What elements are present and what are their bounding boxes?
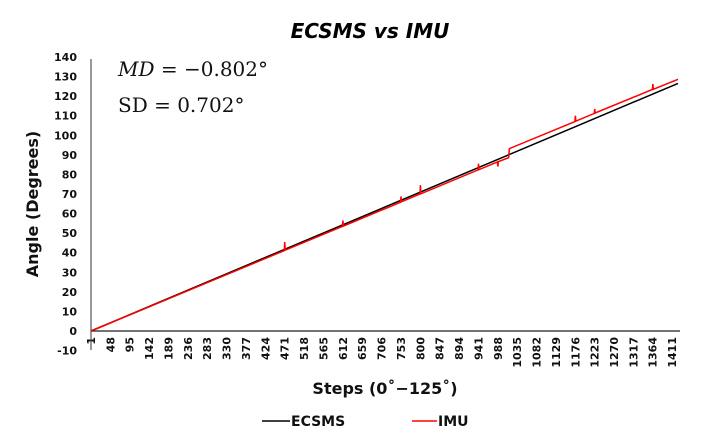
y-tick-label: -10 [57,345,77,358]
series-imu-line [90,78,679,332]
x-tick-label: 283 [201,337,214,360]
x-tick-label: 377 [240,337,253,360]
x-tick-label: 847 [434,337,447,360]
x-tick-label: 1082 [531,337,544,368]
y-tick-label: 0 [69,325,77,338]
x-tick-label: 518 [298,337,311,360]
x-tick-label: 706 [376,337,389,360]
legend-ecsms-label: ECSMS [291,414,345,430]
x-tick-label: 1176 [569,337,582,368]
x-tick-label: 753 [395,337,408,360]
x-tick-label: 142 [143,337,156,360]
y-tick-label: 20 [62,286,78,299]
x-tick-label: 1364 [647,337,660,368]
legend: ECSMS IMU [262,414,469,430]
x-tick-label: 1270 [608,337,621,368]
md-annotation: MD = −0.802° [117,57,268,81]
y-tick-label: 140 [54,51,77,64]
y-tick-label: 120 [54,90,77,103]
y-tick-label: 100 [54,129,77,142]
x-tick-label: 48 [104,337,117,352]
x-tick-label: 941 [472,337,485,360]
y-tick-label: 130 [54,71,77,84]
x-tick-label: 894 [453,337,466,360]
x-tick-label: 612 [337,337,350,360]
x-tick-label: 1129 [550,337,563,368]
y-tick-label: 110 [54,110,77,123]
y-tick-label: 30 [62,266,78,279]
legend-imu-label: IMU [438,414,469,430]
x-tick-label: 95 [124,337,137,352]
y-tick-label: 60 [62,208,78,221]
x-axis-title: Steps (0˚−125˚) [312,379,457,398]
x-tick-label: 800 [414,337,427,360]
x-tick-label: 236 [182,337,195,360]
y-tick-label: 10 [62,305,78,318]
x-tick-label: 1223 [589,337,602,368]
x-tick-label: 424 [259,337,272,360]
chart-title: ECSMS vs IMU [291,19,450,43]
sd-annotation: SD = 0.702° [118,93,244,117]
x-tick-label: 1317 [627,337,640,368]
y-tick-label: 70 [62,188,78,201]
x-tick-label: 565 [317,337,330,360]
x-tick-label: 659 [356,337,369,360]
x-tick-label: 330 [221,337,234,360]
y-tick-label: 90 [62,149,78,162]
x-tick-label: 1035 [511,337,524,368]
y-tick-label: 50 [62,227,78,240]
x-tick-label: 189 [162,337,175,360]
x-tick-label: 1411 [666,337,679,368]
y-axis-title: Angle (Degrees) [23,131,42,277]
y-tick-label: 40 [62,247,78,260]
x-tick-label: 988 [492,337,505,360]
x-tick-label: 471 [279,337,292,360]
y-tick-label: 80 [62,168,78,181]
